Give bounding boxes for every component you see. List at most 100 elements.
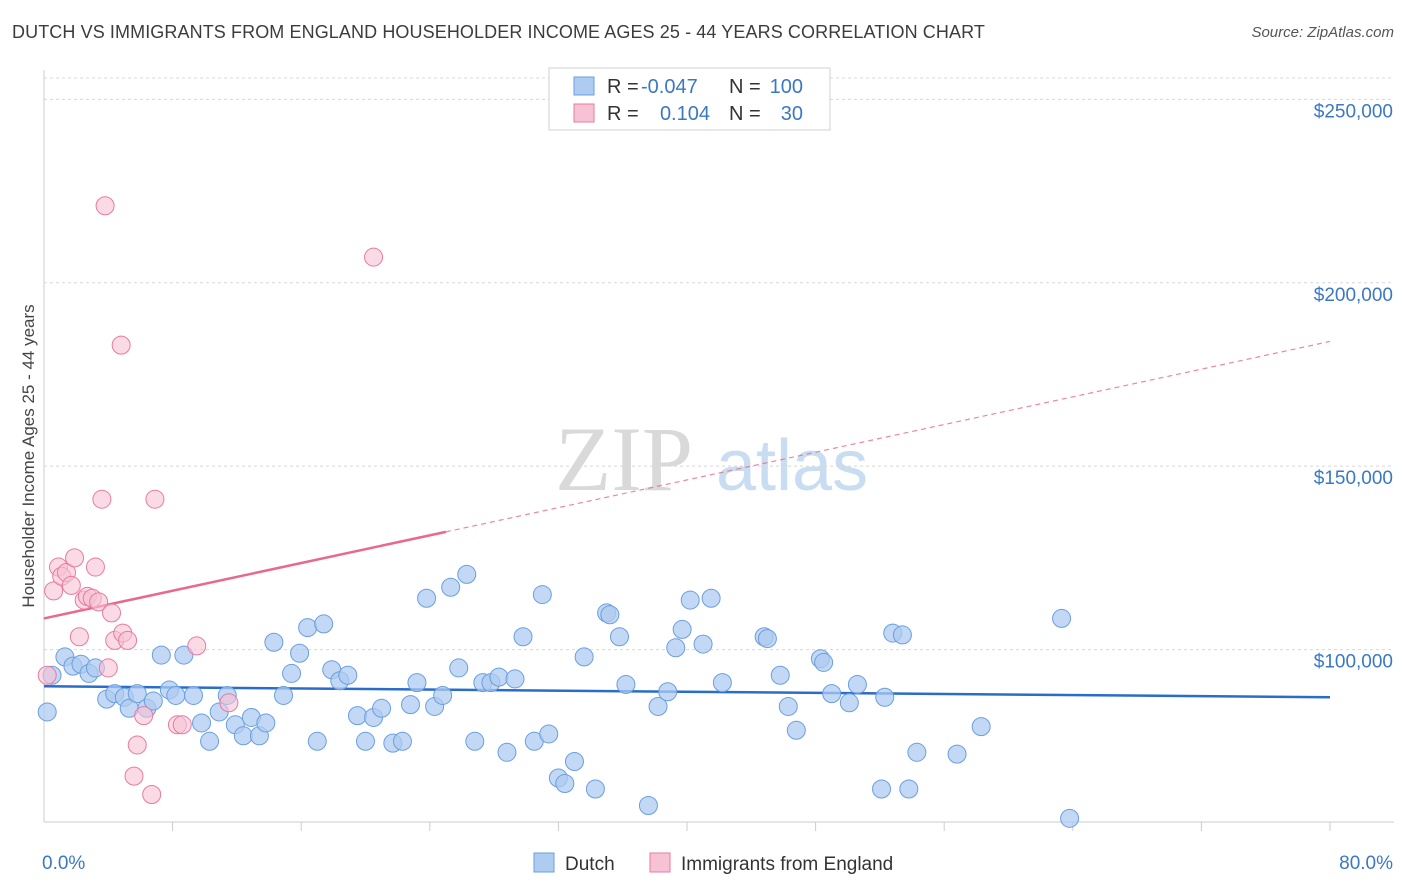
scatter-points <box>37 196 1080 828</box>
dutch-point <box>449 658 469 678</box>
dutch-point <box>505 669 525 689</box>
dutch-point <box>693 634 713 654</box>
england-point <box>127 735 147 755</box>
dutch-point <box>264 632 284 652</box>
dutch-point <box>143 691 163 711</box>
dutch-point <box>648 696 668 716</box>
dutch-point <box>497 742 517 762</box>
y-tick-label: $100,000 <box>1314 652 1393 673</box>
x-tick-label-end: 80.0% <box>1339 853 1393 874</box>
dutch-point <box>609 627 629 647</box>
dutch-point <box>347 706 367 726</box>
dutch-point <box>489 667 509 687</box>
dutch-point <box>770 665 790 685</box>
bottom-legend-label-england: Immigrants from England <box>681 854 893 875</box>
dutch-point <box>127 684 147 704</box>
trend-line-england-dashed <box>445 340 1331 533</box>
dutch-point <box>616 674 636 694</box>
source-credit: Source: ZipAtlas.com <box>1251 24 1394 41</box>
england-point <box>92 489 112 509</box>
dutch-point <box>338 665 358 685</box>
england-point <box>145 489 165 509</box>
legend-swatch-england <box>573 103 595 123</box>
trend-lines <box>43 340 1331 699</box>
dutch-point <box>457 564 477 584</box>
england-point <box>44 581 64 601</box>
dutch-point <box>183 685 203 705</box>
dutch-point <box>513 627 533 647</box>
legend-box <box>548 67 831 131</box>
dutch-point <box>433 685 453 705</box>
dutch-point <box>574 647 594 667</box>
dutch-point <box>356 731 375 751</box>
bottom-legend-swatch-dutch <box>533 852 555 873</box>
dutch-point <box>971 717 991 737</box>
dutch-point <box>233 726 253 746</box>
watermark-zip: ZIP <box>555 408 693 510</box>
dutch-point <box>417 588 437 608</box>
dutch-point <box>899 779 919 799</box>
dutch-point <box>680 590 700 610</box>
dutch-point <box>814 652 834 672</box>
england-point <box>95 196 115 216</box>
dutch-point <box>166 685 186 705</box>
dutch-point <box>192 713 212 733</box>
dutch-point <box>298 618 318 638</box>
bottom-legend: Dutch Immigrants from England <box>533 852 893 875</box>
dutch-point <box>778 696 798 716</box>
dutch-point <box>757 629 777 649</box>
england-point <box>102 603 122 623</box>
england-point <box>111 335 131 355</box>
dutch-point <box>314 614 334 634</box>
dutch-point <box>256 713 276 733</box>
legend-r-label-dutch: R = <box>607 76 639 98</box>
dutch-point <box>564 751 584 771</box>
legend-swatch-dutch <box>573 76 595 96</box>
x-tick-label-start: 0.0% <box>42 853 85 874</box>
dutch-point <box>907 742 927 762</box>
gridlines <box>44 77 1394 651</box>
dutch-point <box>672 619 692 639</box>
legend-r-value-england: 0.104 <box>660 103 710 125</box>
dutch-point <box>401 695 421 715</box>
dutch-point <box>658 682 678 702</box>
england-point <box>187 636 207 656</box>
england-point <box>142 784 162 804</box>
england-point <box>118 630 138 650</box>
england-point <box>61 575 81 595</box>
dutch-point <box>847 674 867 694</box>
dutch-point <box>372 698 392 718</box>
legend-n-label-dutch: N = <box>729 76 761 98</box>
dutch-point <box>1060 808 1080 828</box>
england-point <box>98 658 118 678</box>
england-point <box>364 247 384 267</box>
y-tick-label: $200,000 <box>1314 285 1393 306</box>
legend-n-value-england: 30 <box>781 103 803 125</box>
england-point <box>172 715 192 735</box>
y-tick-label: $250,000 <box>1314 101 1393 122</box>
dutch-point <box>274 685 294 705</box>
bottom-legend-swatch-england <box>649 852 671 873</box>
dutch-point <box>892 625 912 645</box>
dutch-point <box>555 773 575 793</box>
legend-n-value-dutch: 100 <box>770 76 803 98</box>
dutch-point <box>585 779 605 799</box>
dutch-point <box>839 693 859 713</box>
dutch-point <box>786 720 806 740</box>
y-tick-label: $150,000 <box>1314 468 1393 489</box>
england-point <box>124 766 144 786</box>
dutch-point <box>600 605 620 625</box>
dutch-point <box>872 779 892 799</box>
dutch-point <box>666 638 686 658</box>
dutch-point <box>392 731 412 751</box>
dutch-point <box>465 731 485 751</box>
england-point <box>85 557 105 577</box>
dutch-point <box>151 645 171 665</box>
legend-n-label-england: N = <box>729 103 761 125</box>
england-point <box>89 592 109 612</box>
dutch-point <box>174 645 194 665</box>
england-point <box>65 548 85 568</box>
england-point <box>219 693 239 713</box>
dutch-point <box>638 795 658 815</box>
